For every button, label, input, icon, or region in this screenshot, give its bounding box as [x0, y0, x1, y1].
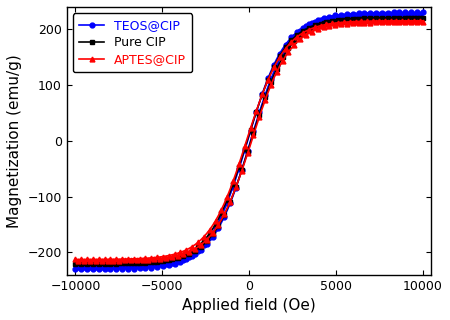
APTES@CIP	[420, 20, 425, 24]
Line: Pure CIP: Pure CIP	[73, 15, 425, 266]
X-axis label: Applied field (Oe): Applied field (Oe)	[182, 298, 316, 313]
TEOS@CIP	[146, 264, 151, 268]
APTES@CIP	[327, 24, 332, 28]
Pure CIP	[73, 261, 78, 265]
Pure CIP	[85, 261, 90, 265]
TEOS@CIP	[85, 265, 90, 268]
Pure CIP	[327, 20, 332, 24]
Pure CIP	[420, 16, 425, 20]
TEOS@CIP	[347, 12, 352, 16]
Pure CIP	[181, 254, 186, 258]
APTES@CIP	[181, 252, 186, 256]
Pure CIP	[347, 17, 352, 21]
Line: TEOS@CIP: TEOS@CIP	[73, 10, 425, 269]
TEOS@CIP	[181, 258, 186, 261]
TEOS@CIP	[227, 202, 233, 205]
Pure CIP	[146, 260, 151, 264]
TEOS@CIP	[327, 15, 332, 19]
APTES@CIP	[227, 200, 233, 204]
APTES@CIP	[73, 259, 78, 263]
APTES@CIP	[146, 258, 151, 262]
TEOS@CIP	[73, 265, 78, 268]
APTES@CIP	[85, 259, 90, 263]
APTES@CIP	[347, 21, 352, 25]
Legend: TEOS@CIP, Pure CIP, APTES@CIP: TEOS@CIP, Pure CIP, APTES@CIP	[73, 13, 193, 72]
TEOS@CIP	[420, 11, 425, 14]
Line: APTES@CIP: APTES@CIP	[73, 20, 425, 263]
Y-axis label: Magnetization (emu/g): Magnetization (emu/g)	[7, 54, 22, 228]
Pure CIP	[227, 200, 233, 204]
